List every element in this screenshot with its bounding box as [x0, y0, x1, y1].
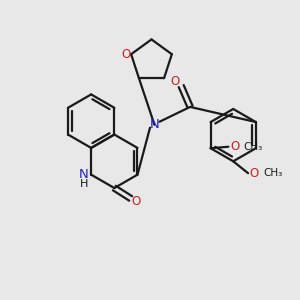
- Text: O: O: [171, 75, 180, 88]
- Text: CH₃: CH₃: [263, 168, 283, 178]
- Text: N: N: [150, 118, 159, 131]
- Text: O: O: [250, 167, 259, 180]
- Text: CH₃: CH₃: [244, 142, 263, 152]
- Text: O: O: [131, 195, 141, 208]
- Text: H: H: [80, 178, 88, 189]
- Text: O: O: [121, 48, 130, 61]
- Text: N: N: [79, 168, 88, 181]
- Text: O: O: [230, 140, 239, 153]
